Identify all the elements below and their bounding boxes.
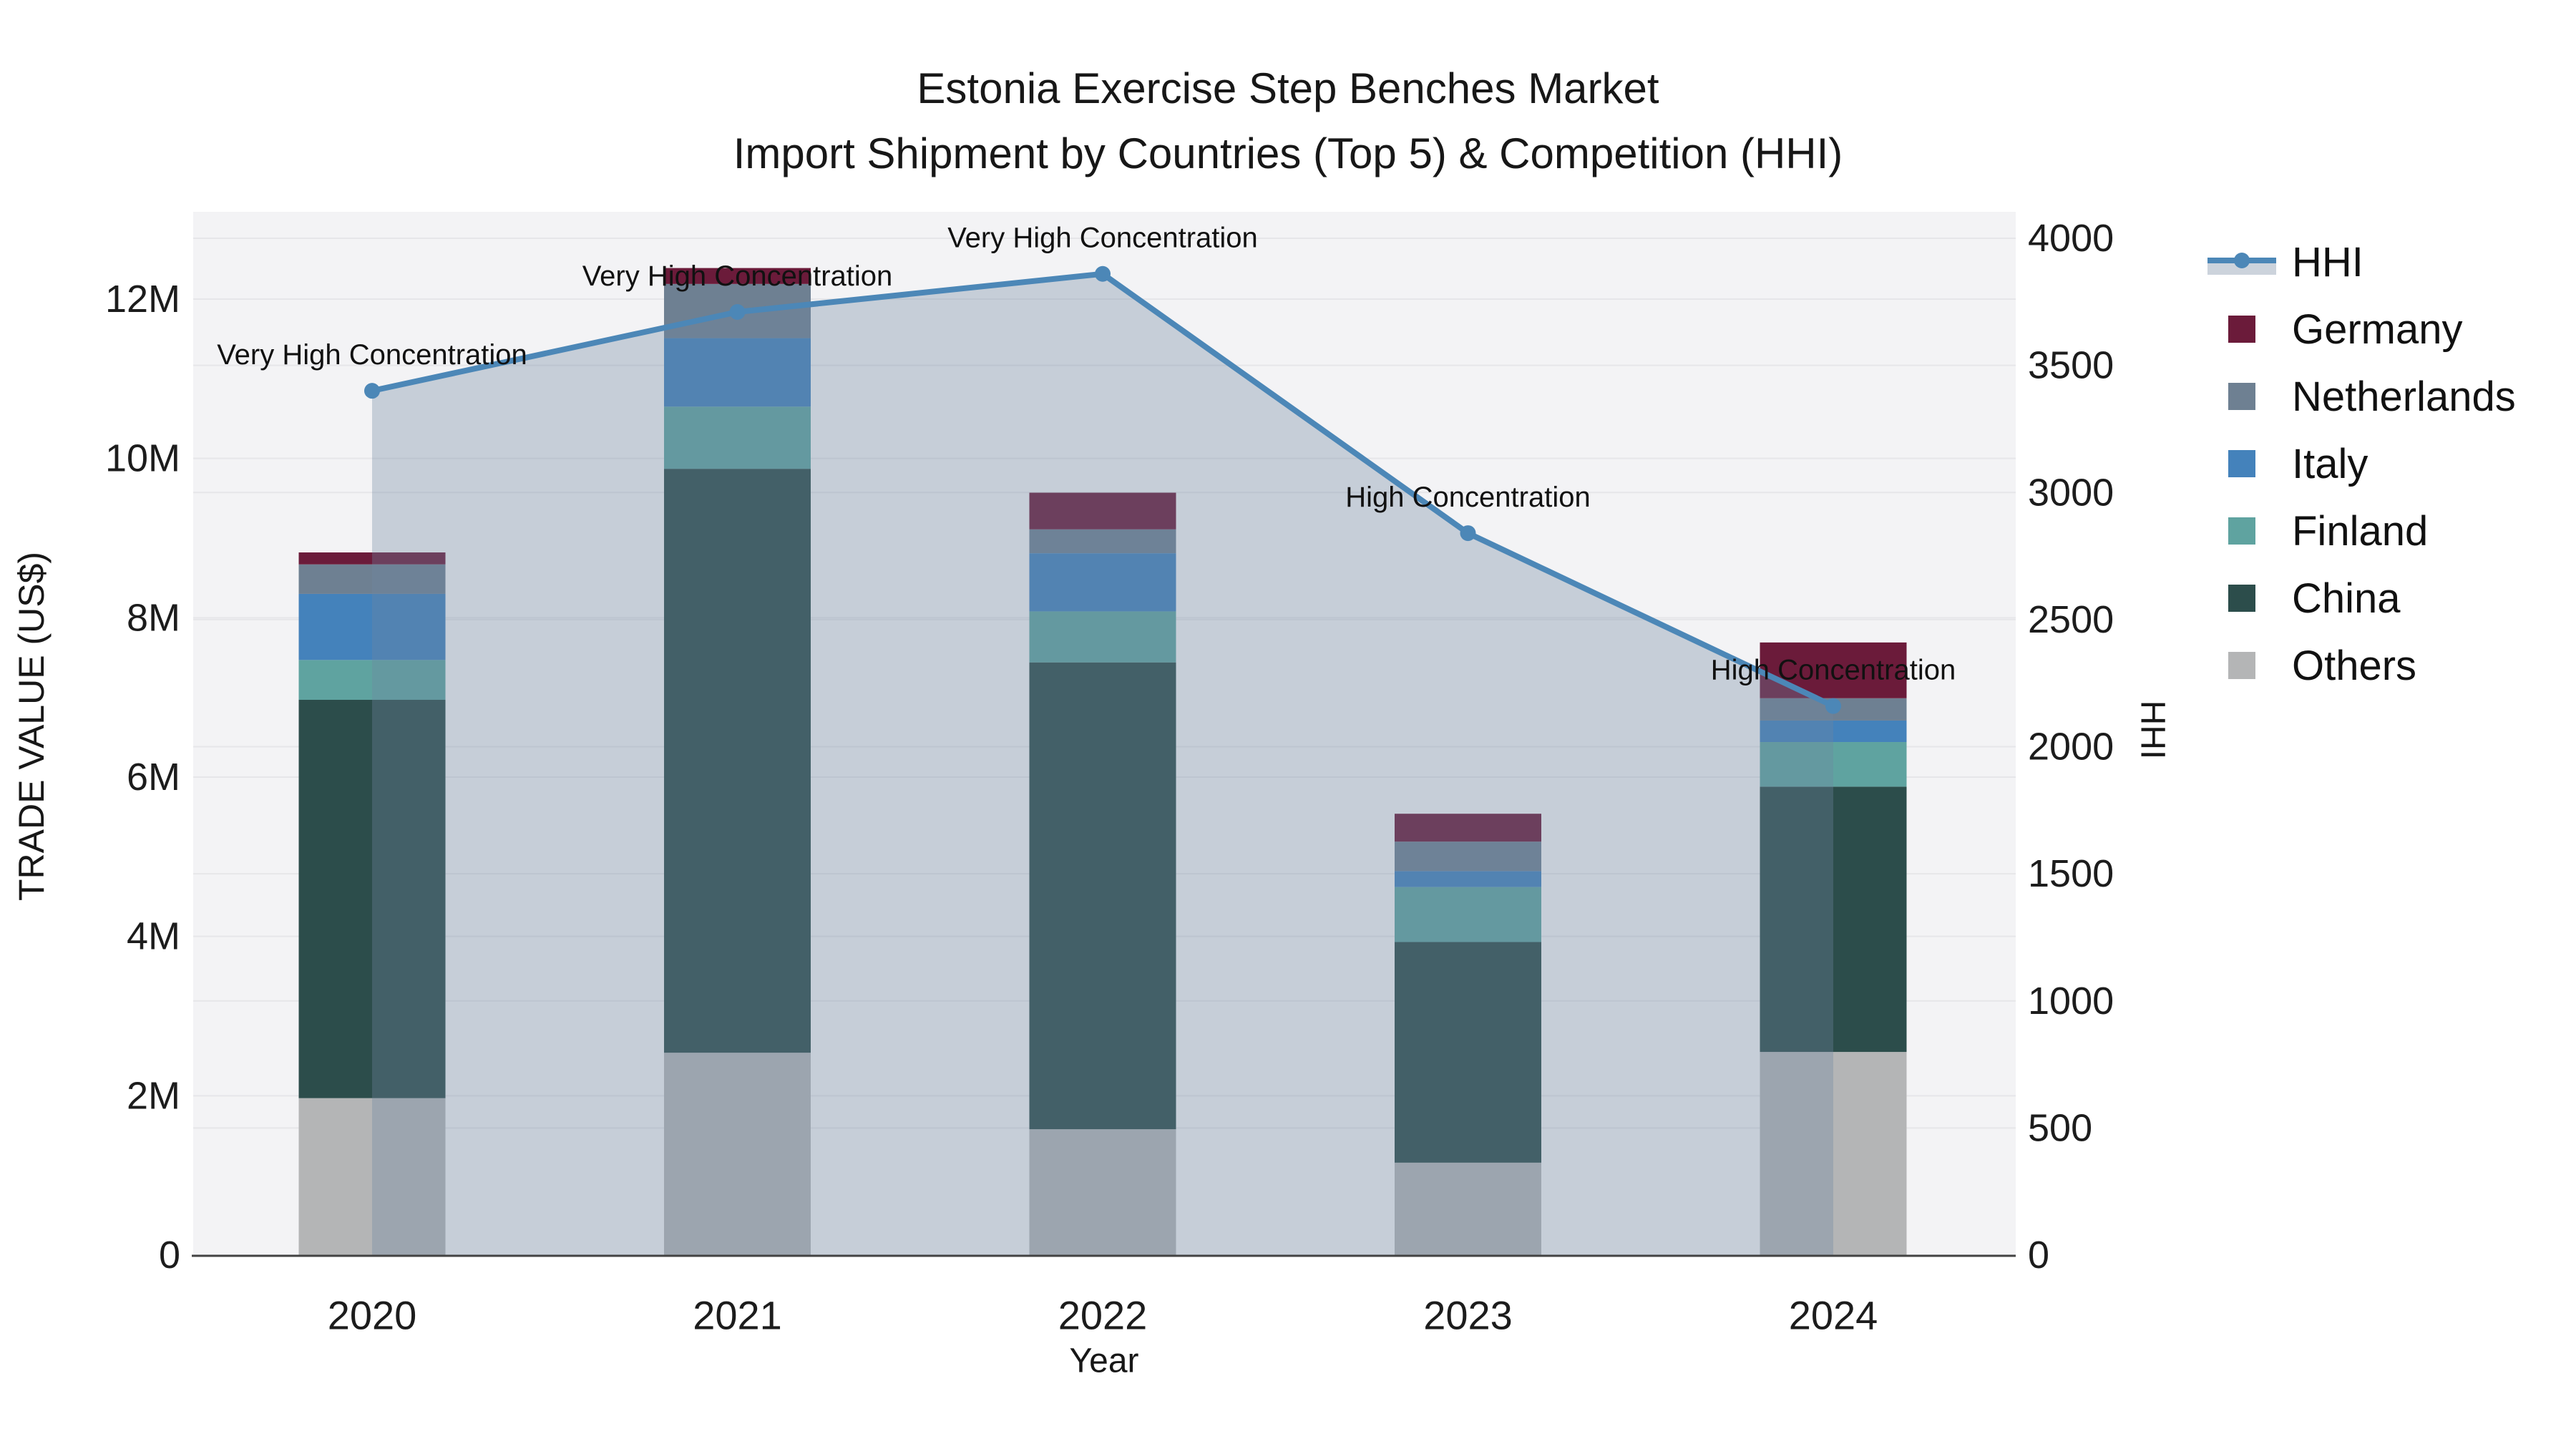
legend-label-hhi: HHI <box>2292 238 2363 286</box>
legend-label-germany: Germany <box>2292 306 2463 353</box>
hhi-marker-2020[interactable] <box>364 383 380 399</box>
legend-item-hhi[interactable]: HHI <box>2207 228 2516 296</box>
netherlands-swatch-icon <box>2207 363 2276 430</box>
bar-segment-china-2021[interactable] <box>664 469 811 1053</box>
bar-segment-italy-2024[interactable] <box>1760 720 1907 743</box>
legend-label-italy: Italy <box>2292 440 2368 487</box>
legend-item-netherlands[interactable]: Netherlands <box>2207 363 2516 430</box>
left-tick-0: 0 <box>159 1234 180 1277</box>
bar-segment-china-2022[interactable] <box>1029 662 1176 1130</box>
legend-item-germany[interactable]: Germany <box>2207 296 2516 363</box>
right-tick-2500: 2500 <box>2028 598 2114 641</box>
left-tick-8M: 8M <box>127 596 180 639</box>
bar-segment-others-2021[interactable] <box>664 1053 811 1255</box>
china-swatch-icon <box>2207 565 2276 632</box>
legend: HHI Germany Netherlands Italy Finland China Ot… <box>2207 228 2516 699</box>
annotation-2024: High Concentration <box>1711 655 1956 686</box>
right-tick-3500: 3500 <box>2028 344 2114 387</box>
left-tick-2M: 2M <box>127 1074 180 1117</box>
right-axis-title: HHI <box>2133 700 2172 760</box>
bar-segment-italy-2023[interactable] <box>1395 871 1541 887</box>
annotation-2022: Very High Concentration <box>947 223 1258 254</box>
right-tick-2000: 2000 <box>2028 726 2114 769</box>
left-tick-12M: 12M <box>105 278 180 321</box>
chart-title-line1: Estonia Exercise Step Benches Market <box>917 64 1659 112</box>
legend-label-finland: Finland <box>2292 507 2429 555</box>
hhi-area-fill <box>372 273 1833 1255</box>
left-axis-title: TRADE VALUE (US$) <box>11 551 52 902</box>
bar-segment-others-2022[interactable] <box>1029 1129 1176 1255</box>
others-swatch-icon <box>2207 632 2276 699</box>
bar-segment-italy-2022[interactable] <box>1029 553 1176 612</box>
annotation-2020: Very High Concentration <box>217 339 527 371</box>
left-tick-6M: 6M <box>127 756 180 799</box>
bar-segment-finland-2024[interactable] <box>1760 742 1907 787</box>
annotation-2021: Very High Concentration <box>582 260 893 292</box>
right-tick-1000: 1000 <box>2028 980 2114 1023</box>
bar-segment-finland-2022[interactable] <box>1029 611 1176 663</box>
legend-label-netherlands: Netherlands <box>2292 373 2516 420</box>
right-tick-0: 0 <box>2028 1234 2049 1277</box>
bar-segment-germany-2023[interactable] <box>1395 814 1541 842</box>
x-tick-2022: 2022 <box>1058 1293 1148 1338</box>
finland-swatch-icon <box>2207 497 2276 565</box>
right-tick-1500: 1500 <box>2028 852 2114 895</box>
bar-segment-others-2024[interactable] <box>1760 1052 1907 1255</box>
bar-segment-others-2023[interactable] <box>1395 1162 1541 1255</box>
hhi-marker-2021[interactable] <box>729 304 746 321</box>
legend-item-others[interactable]: Others <box>2207 632 2516 699</box>
chart-title-line2: Import Shipment by Countries (Top 5) & C… <box>733 130 1843 177</box>
bar-segment-italy-2021[interactable] <box>664 338 811 407</box>
x-tick-2021: 2021 <box>693 1293 782 1338</box>
left-tick-10M: 10M <box>105 437 180 480</box>
bar-segment-finland-2020[interactable] <box>298 660 446 701</box>
chart-title: Estonia Exercise Step Benches Market Imp… <box>0 56 2576 186</box>
bar-segment-finland-2021[interactable] <box>664 406 811 469</box>
hhi-marker-2024[interactable] <box>1825 698 1841 714</box>
bar-segment-germany-2021[interactable] <box>664 268 811 284</box>
right-tick-3000: 3000 <box>2028 471 2114 514</box>
bar-segment-italy-2020[interactable] <box>298 593 446 660</box>
bar-segment-china-2020[interactable] <box>298 700 446 1098</box>
hhi-marker-2023[interactable] <box>1460 525 1476 542</box>
legend-item-finland[interactable]: Finland <box>2207 497 2516 565</box>
legend-item-italy[interactable]: Italy <box>2207 430 2516 497</box>
bar-segment-germany-2022[interactable] <box>1029 492 1176 530</box>
bar-segment-china-2024[interactable] <box>1760 786 1907 1053</box>
italy-swatch-icon <box>2207 430 2276 497</box>
bar-segment-netherlands-2020[interactable] <box>298 564 446 594</box>
bar-segment-netherlands-2023[interactable] <box>1395 841 1541 872</box>
legend-item-china[interactable]: China <box>2207 565 2516 632</box>
bar-segment-germany-2020[interactable] <box>298 552 446 565</box>
annotation-2023: High Concentration <box>1345 482 1590 513</box>
right-tick-500: 500 <box>2028 1106 2092 1149</box>
hhi-line-swatch-icon <box>2207 228 2276 296</box>
bar-segment-others-2020[interactable] <box>298 1098 446 1255</box>
x-tick-2024: 2024 <box>1789 1293 1878 1338</box>
bar-segment-china-2023[interactable] <box>1395 942 1541 1163</box>
hhi-marker-2022[interactable] <box>1095 265 1111 282</box>
x-tick-2023: 2023 <box>1423 1293 1513 1338</box>
bar-segment-germany-2024[interactable] <box>1760 642 1907 698</box>
x-axis-title: Year <box>1069 1342 1139 1380</box>
right-tick-4000: 4000 <box>2028 217 2114 260</box>
left-tick-4M: 4M <box>127 915 180 958</box>
bar-segment-finland-2023[interactable] <box>1395 887 1541 942</box>
x-tick-2020: 2020 <box>328 1293 417 1338</box>
legend-label-china: China <box>2292 575 2401 622</box>
bar-segment-netherlands-2022[interactable] <box>1029 529 1176 554</box>
germany-swatch-icon <box>2207 296 2276 363</box>
legend-label-others: Others <box>2292 642 2417 689</box>
